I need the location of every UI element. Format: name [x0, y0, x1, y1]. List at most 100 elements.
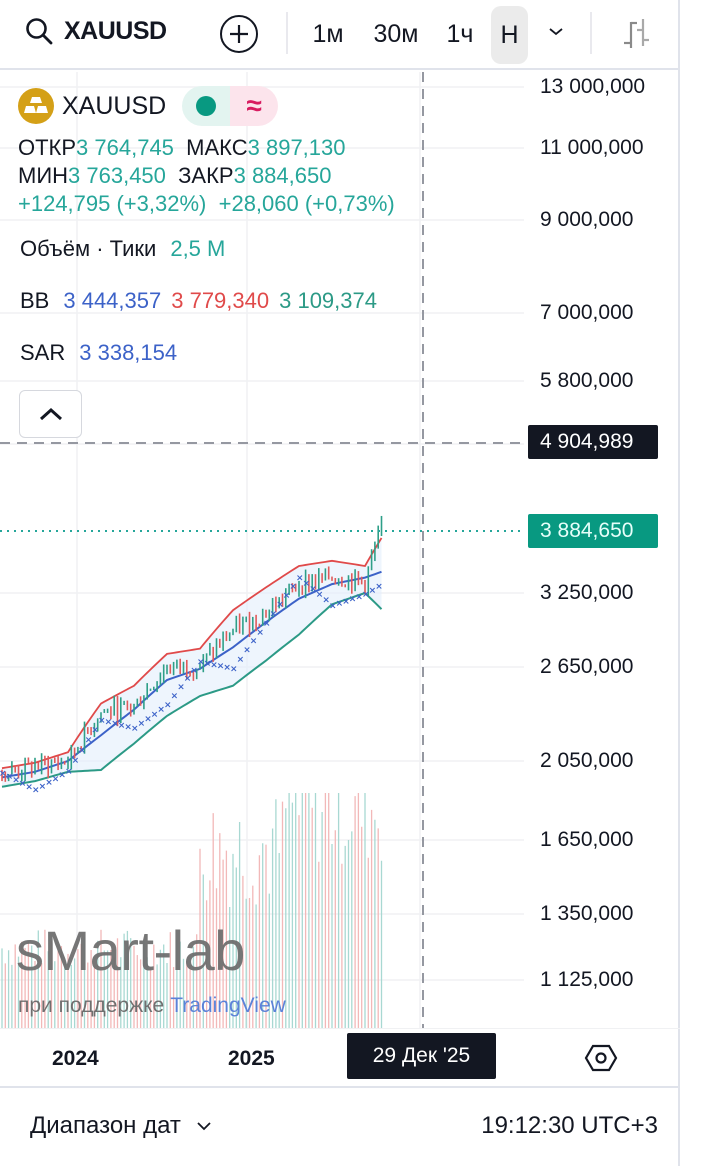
svg-text:×: ×	[336, 599, 344, 609]
close-value: 3 884,650	[233, 163, 332, 188]
svg-text:×: ×	[322, 596, 330, 606]
gold-bars-icon	[18, 88, 54, 124]
hexagon-settings-icon	[584, 1044, 618, 1072]
price-scale[interactable]: 1 125,000 1 350,000 1 650,000 2 050,000 2 65…	[524, 72, 680, 1028]
svg-text:×: ×	[98, 716, 106, 726]
search-icon	[26, 18, 53, 45]
svg-text:×: ×	[276, 600, 284, 610]
high-label: МАКС	[186, 135, 248, 160]
collapse-legend-button[interactable]	[19, 390, 82, 438]
svg-text:×: ×	[210, 660, 218, 670]
indicator-volume[interactable]: Объём · Тики 2,5 M	[20, 236, 225, 262]
market-status-pill[interactable]: ≈	[182, 86, 279, 126]
svg-text:×: ×	[309, 584, 317, 594]
svg-text:×: ×	[296, 574, 304, 584]
svg-text:×: ×	[25, 782, 33, 792]
svg-text:×: ×	[283, 591, 291, 601]
svg-text:×: ×	[342, 597, 350, 607]
bb-basis: 3 444,357	[63, 288, 162, 313]
chevron-up-icon	[39, 407, 62, 421]
date-range-label: Диапазон дат	[30, 1112, 181, 1139]
chart-widget: XAUUSD 1м 30м 1ч Н	[0, 0, 680, 1166]
chart-legend: XAUUSD ≈ ОТКР3 764,745 МАКС3 897,130 МИН…	[18, 86, 395, 218]
price-tick-label: 7 000,000	[540, 301, 634, 324]
price-tick-label: 1 125,000	[540, 968, 634, 991]
price-tick-label: 9 000,000	[540, 208, 634, 231]
toolbar-divider	[590, 12, 592, 54]
legend-symbol[interactable]: XAUUSD	[62, 91, 167, 120]
low-value: 3 763,450	[68, 163, 166, 188]
sar-label: SAR	[20, 340, 66, 365]
compare-add-symbol-button[interactable]	[220, 15, 258, 53]
sar-value: 3 338,154	[79, 340, 178, 365]
svg-text:×: ×	[256, 628, 264, 638]
watermark-brand: sMart-lab	[16, 919, 245, 982]
watermark-sub-text: при поддержке	[18, 994, 165, 1017]
svg-text:×: ×	[157, 705, 165, 715]
indicator-bb[interactable]: BB 3 444,357 3 779,340 3 109,374	[20, 288, 377, 314]
bottom-bar: Диапазон дат 19:12:30 UTC+3	[0, 1086, 680, 1166]
price-tick-label: 1 650,000	[540, 828, 634, 851]
svg-text:×: ×	[329, 601, 337, 611]
price-tick-label: 2 050,000	[540, 749, 634, 772]
svg-text:×: ×	[12, 775, 20, 785]
change-day: +28,060 (+0,73%)	[218, 191, 395, 216]
indicator-sar[interactable]: SAR 3 338,154	[20, 340, 177, 366]
tradingview-link[interactable]: TradingView	[170, 994, 286, 1017]
chart-settings-button[interactable]	[584, 1043, 618, 1078]
price-tick-label: 1 350,000	[540, 902, 634, 925]
svg-text:×: ×	[270, 610, 278, 620]
svg-text:×: ×	[362, 590, 370, 600]
svg-text:×: ×	[6, 772, 14, 782]
ohlc-row-2: МИН3 763,450 ЗАКР3 884,650	[18, 162, 395, 190]
svg-text:×: ×	[316, 590, 324, 600]
price-tick-label: 13 000,000	[540, 75, 646, 98]
svg-text:×: ×	[171, 692, 179, 702]
volume-value: 2,5 M	[170, 236, 226, 261]
svg-text:×: ×	[131, 724, 139, 734]
svg-text:×: ×	[250, 637, 258, 647]
svg-text:×: ×	[118, 721, 126, 731]
toolbar-divider	[286, 12, 288, 54]
price-tick-label: 5 800,000	[540, 369, 634, 392]
change-row: +124,795 (+3,32%) +28,060 (+0,73%)	[18, 190, 395, 218]
interval-1m[interactable]: 1м	[312, 19, 344, 48]
interval-1h[interactable]: 1ч	[446, 19, 474, 48]
svg-text:×: ×	[369, 586, 377, 596]
timezone-clock[interactable]: 19:12:30 UTC+3	[481, 1112, 658, 1139]
symbol-search-button[interactable]: XAUUSD	[24, 16, 167, 46]
bb-label: BB	[20, 288, 50, 313]
svg-text:×: ×	[303, 579, 311, 589]
svg-text:×: ×	[190, 666, 198, 676]
change-abs: +124,795 (+3,32%)	[18, 191, 207, 216]
svg-text:×: ×	[19, 779, 27, 789]
svg-text:×: ×	[204, 659, 212, 669]
last-price-label: 3 884,650	[528, 514, 658, 548]
interval-30m[interactable]: 30м	[373, 19, 419, 48]
svg-text:×: ×	[65, 767, 73, 777]
svg-text:×: ×	[85, 736, 93, 746]
svg-text:×: ×	[144, 714, 152, 724]
interval-dropdown-button[interactable]	[544, 20, 568, 49]
chart-type-button[interactable]	[618, 16, 658, 57]
close-label: ЗАКР	[178, 163, 234, 188]
market-open-dot-icon	[196, 96, 217, 116]
high-value: 3 897,130	[247, 135, 346, 160]
interval-week[interactable]: Н	[491, 6, 528, 64]
svg-text:×: ×	[0, 769, 7, 779]
svg-text:×: ×	[223, 663, 231, 673]
price-chart-canvas[interactable]: × × × × × × × × × × ×××××× × × × × × × × × × ×××××× × × × × ×××××…	[0, 72, 524, 1028]
svg-text:×: ×	[39, 782, 47, 792]
svg-text:×: ×	[230, 664, 238, 674]
svg-text:×: ×	[197, 658, 205, 668]
chevron-down-icon	[549, 28, 563, 36]
date-range-button[interactable]: Диапазон дат	[30, 1112, 213, 1140]
svg-text:×: ×	[151, 710, 159, 720]
svg-text:×: ×	[184, 674, 192, 684]
time-scale[interactable]: 2025 2024 29 Дек '25	[0, 1028, 680, 1086]
svg-text:×: ×	[111, 719, 119, 729]
chart-pane[interactable]: × × × × × × × × × × × × × × × × × × × × × × × × × × × × × × × × × × × × × × × ×…	[0, 72, 524, 1028]
bb-lower: 3 109,374	[279, 288, 377, 313]
svg-text:×: ×	[52, 774, 60, 784]
svg-text:×: ×	[58, 771, 66, 781]
